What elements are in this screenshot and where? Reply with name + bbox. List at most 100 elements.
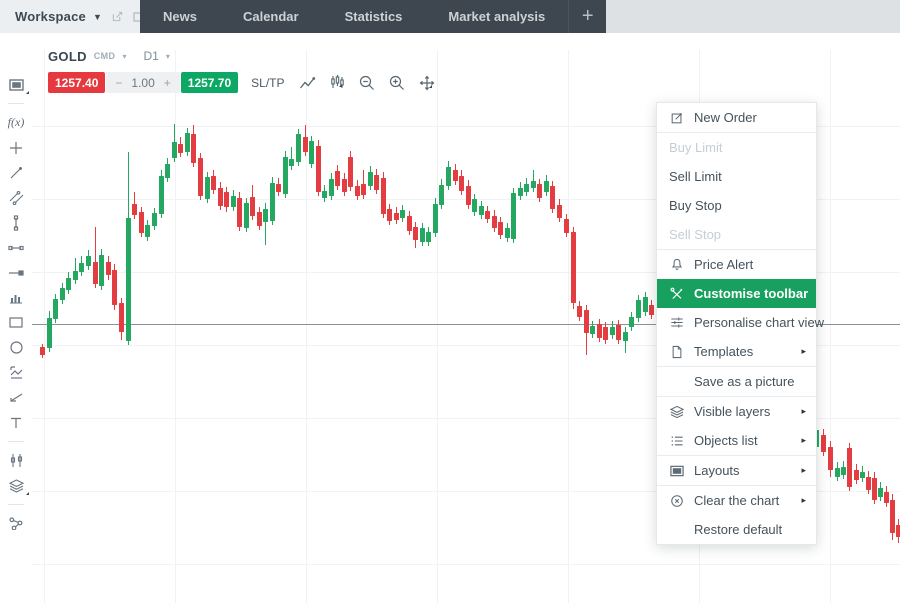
tool-circle-icon[interactable] — [0, 335, 32, 360]
candle-body — [610, 327, 615, 335]
tool-text-tool-icon[interactable] — [0, 410, 32, 435]
price-level-line[interactable] — [32, 324, 900, 325]
menu-item-buy-stop[interactable]: Buy Stop — [669, 198, 722, 213]
menu-item-personalise-chart-view[interactable]: Personalise chart view — [657, 308, 824, 337]
file-icon — [669, 344, 685, 360]
candle-body — [524, 184, 529, 192]
candle-body — [73, 271, 78, 280]
candle-body — [860, 472, 865, 478]
candle-body — [86, 256, 91, 266]
tool-segment-vertical-icon[interactable] — [0, 210, 32, 235]
candlestick-icon[interactable] — [330, 75, 345, 90]
tab-market-analysis[interactable]: Market analysis — [448, 9, 546, 24]
candle-body — [361, 184, 366, 195]
tab-statistics[interactable]: Statistics — [344, 9, 403, 24]
candle-body — [394, 213, 399, 220]
zoom-out-icon[interactable] — [359, 75, 375, 91]
menu-item-save-as-a-picture[interactable]: Save as a picture — [694, 374, 795, 389]
candle-body — [185, 133, 190, 152]
candle-body — [139, 212, 144, 233]
candle-body — [584, 310, 589, 333]
menu-item-sell-limit[interactable]: Sell Limit — [669, 169, 722, 184]
tool-layers-icon[interactable] — [0, 473, 32, 498]
menu-item-visible-layers[interactable]: Visible layers ▸ — [657, 397, 816, 426]
menu-divider — [657, 455, 816, 456]
candle-body — [99, 255, 104, 286]
tool-fibonacci-icon[interactable] — [0, 360, 32, 385]
list-icon — [669, 433, 685, 449]
volume-stepper: − 1.00 + — [106, 72, 180, 93]
sidebar-divider — [8, 504, 24, 505]
volume-minus-button[interactable]: − — [115, 75, 123, 90]
candle-body — [289, 159, 294, 166]
candle-body — [413, 227, 418, 240]
candle-body — [283, 157, 288, 194]
candle-body — [492, 216, 497, 228]
menu-item-customise-toolbar[interactable]: Customise toolbar — [657, 279, 816, 308]
tool-share-icon[interactable] — [0, 511, 32, 536]
tab-calendar[interactable]: Calendar — [242, 9, 299, 24]
tool-monitor-icon[interactable] — [0, 72, 32, 97]
candle-body — [835, 468, 840, 477]
pan-move-icon[interactable] — [419, 75, 435, 91]
candle-body — [459, 176, 464, 191]
tool-fx-icon[interactable]: f(x) — [7, 115, 25, 129]
candle-body — [172, 142, 177, 158]
tool-rectangle-icon[interactable] — [0, 310, 32, 335]
gridline-horizontal — [32, 272, 900, 273]
candle-body — [485, 211, 490, 219]
candle-body — [329, 179, 334, 196]
candle-body — [276, 184, 281, 192]
candle-body — [453, 170, 458, 181]
add-tab-button[interactable]: + — [569, 0, 607, 33]
line-chart-icon[interactable] — [299, 76, 316, 90]
candle-body — [244, 203, 249, 228]
symbol-dropdown-caret-icon[interactable]: ▾ — [122, 51, 127, 61]
candle-body — [106, 262, 111, 275]
symbol-label: GOLD — [48, 48, 87, 64]
candle-body — [211, 176, 216, 190]
menu-divider — [657, 249, 816, 250]
tool-segment-horizontal-icon[interactable] — [0, 235, 32, 260]
candle-body — [159, 176, 164, 214]
candle-body — [649, 305, 654, 315]
candle-body — [623, 332, 628, 341]
buy-button[interactable]: 1257.70 — [180, 72, 239, 93]
sell-button[interactable]: 1257.40 — [48, 72, 106, 93]
tool-trend-line-icon[interactable] — [0, 160, 32, 185]
tool-channel-icon[interactable] — [0, 185, 32, 210]
tool-arrow-icon[interactable] — [0, 385, 32, 410]
menu-item-price-alert[interactable]: Price Alert — [657, 250, 816, 279]
tool-histogram-icon[interactable] — [0, 285, 32, 310]
menu-item-clear-the-chart[interactable]: Clear the chart ▸ — [657, 486, 816, 515]
tab-news[interactable]: News — [163, 9, 197, 24]
candle-body — [643, 297, 648, 312]
candle-body — [518, 188, 523, 196]
tools-icon — [669, 286, 685, 302]
volume-plus-button[interactable]: + — [163, 75, 171, 90]
candle-body — [890, 500, 895, 533]
menu-item-layouts[interactable]: Layouts ▸ — [657, 456, 816, 485]
candle-body — [218, 188, 223, 206]
edit-box-icon[interactable] — [112, 11, 123, 22]
timeframe-selector[interactable]: D1 — [143, 49, 159, 63]
candle-body — [112, 270, 117, 305]
tool-candle-settings-icon[interactable] — [0, 448, 32, 473]
sltp-button[interactable]: SL/TP — [251, 75, 285, 90]
tool-crosshair-plus-icon[interactable] — [0, 135, 32, 160]
timeframe-caret-icon[interactable]: ▾ — [165, 51, 170, 61]
workspace-caret-icon[interactable]: ▼ — [92, 11, 102, 22]
menu-item-objects-list[interactable]: Objects list ▸ — [657, 426, 816, 455]
menu-item-templates[interactable]: Templates ▸ — [657, 337, 816, 366]
menu-item-restore-default[interactable]: Restore default — [694, 522, 783, 537]
candle-body — [257, 212, 262, 226]
menu-item-sell-stop: Sell Stop — [669, 227, 722, 242]
candle-body — [896, 525, 900, 537]
zoom-in-icon[interactable] — [389, 75, 405, 91]
submenu-arrow-icon: ▸ — [801, 465, 806, 475]
tab-bar: News Calendar Statistics Market analysis — [140, 0, 569, 33]
candle-wick — [291, 147, 292, 170]
candle-body — [316, 146, 321, 192]
menu-item-new-order[interactable]: New Order — [657, 103, 816, 132]
tool-ray-icon[interactable] — [0, 260, 32, 285]
